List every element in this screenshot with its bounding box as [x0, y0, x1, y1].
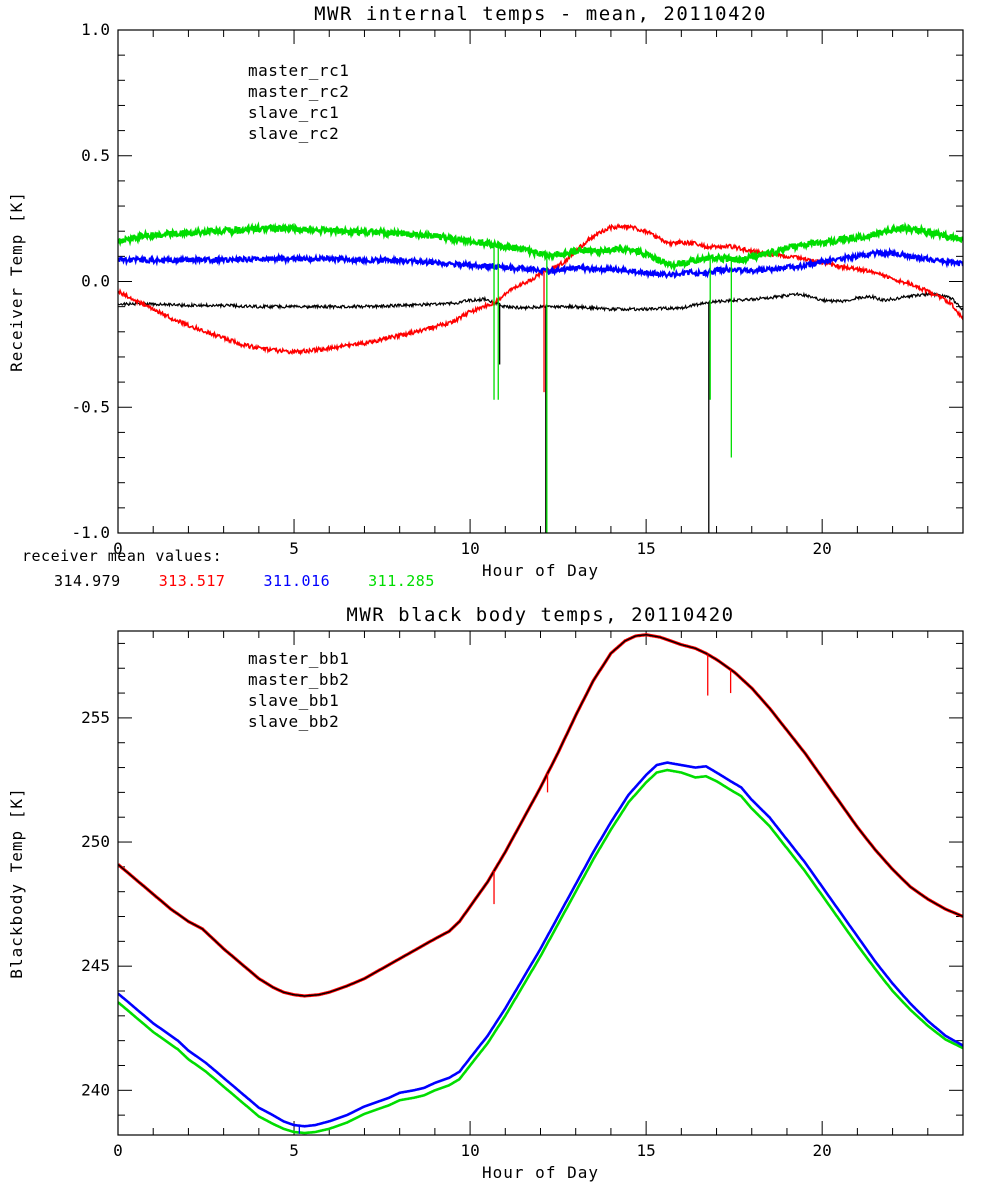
legend-master_rc2: master_rc2	[248, 82, 349, 101]
receiver-mean-values-row: 314.979 313.517 311.016 311.285	[22, 572, 473, 590]
legend-master_rc1: master_rc1	[248, 61, 349, 80]
legend-slave_rc1: slave_rc1	[248, 103, 339, 122]
blackbody-temps-chart: MWR black body temps, 20110420 Hour of Da…	[7, 604, 964, 1182]
y-tick-label: 0.0	[81, 272, 110, 291]
series-master_rc1	[118, 291, 963, 313]
x-axis-label: Hour of Day	[482, 561, 599, 580]
chart-title: MWR internal temps - mean, 20110420	[314, 3, 767, 25]
legend-slave_bb1: slave_bb1	[248, 691, 339, 710]
series-master_bb2	[118, 633, 963, 998]
series-slave_bb2	[118, 768, 963, 1135]
legend-slave_rc2: slave_rc2	[248, 124, 339, 143]
series-master_bb1	[118, 633, 963, 997]
axis-ticks	[117, 631, 964, 1135]
receiver-mean-values-label: receiver mean values:	[22, 547, 223, 565]
x-tick-label: 20	[813, 539, 832, 558]
plot-box	[117, 29, 964, 534]
y-tick-label: -0.5	[71, 397, 110, 416]
y-tick-label: 245	[81, 956, 110, 975]
mean-value-slave-rc2: 311.285	[368, 572, 435, 590]
x-tick-label: 10	[460, 539, 479, 558]
y-axis-label: Blackbody Temp [K]	[7, 787, 26, 978]
y-tick-label: 1.0	[81, 20, 110, 39]
x-tick-label: 0	[113, 1141, 123, 1160]
receiver-temps-chart: MWR internal temps - mean, 20110420 Hour …	[7, 3, 964, 580]
plot-box	[117, 630, 964, 1136]
y-tick-label: 240	[81, 1080, 110, 1099]
y-axis-label: Receiver Temp [K]	[7, 191, 26, 372]
series-slave_bb1	[118, 761, 963, 1128]
x-tick-label: 15	[636, 1141, 655, 1160]
x-tick-label: 5	[289, 539, 299, 558]
x-tick-label: 10	[460, 1141, 479, 1160]
receiver-mean-values: receiver mean values: 314.979 313.517 311.…	[22, 547, 473, 590]
legend-slave_bb2: slave_bb2	[248, 712, 339, 731]
x-tick-label: 5	[289, 1141, 299, 1160]
x-tick-label: 0	[113, 539, 123, 558]
y-tick-label: 255	[81, 708, 110, 727]
mean-value-master-rc2: 313.517	[158, 572, 226, 590]
legend-master_bb2: master_bb2	[248, 670, 349, 689]
chart-title: MWR black body temps, 20110420	[346, 604, 734, 626]
legend-master_bb1: master_bb1	[248, 649, 349, 668]
x-tick-label: 20	[813, 1141, 832, 1160]
mean-value-master-rc1: 314.979	[54, 572, 121, 590]
y-tick-label: 250	[81, 832, 110, 851]
series-slave_rc2	[118, 221, 963, 273]
series-slave_rc1	[118, 246, 963, 280]
mean-value-slave-rc1: 311.016	[263, 572, 331, 590]
y-tick-label: 0.5	[81, 146, 110, 165]
axis-ticks	[117, 29, 964, 534]
y-tick-label: -1.0	[71, 523, 110, 542]
x-axis-label: Hour of Day	[482, 1163, 599, 1182]
x-tick-label: 15	[636, 539, 655, 558]
